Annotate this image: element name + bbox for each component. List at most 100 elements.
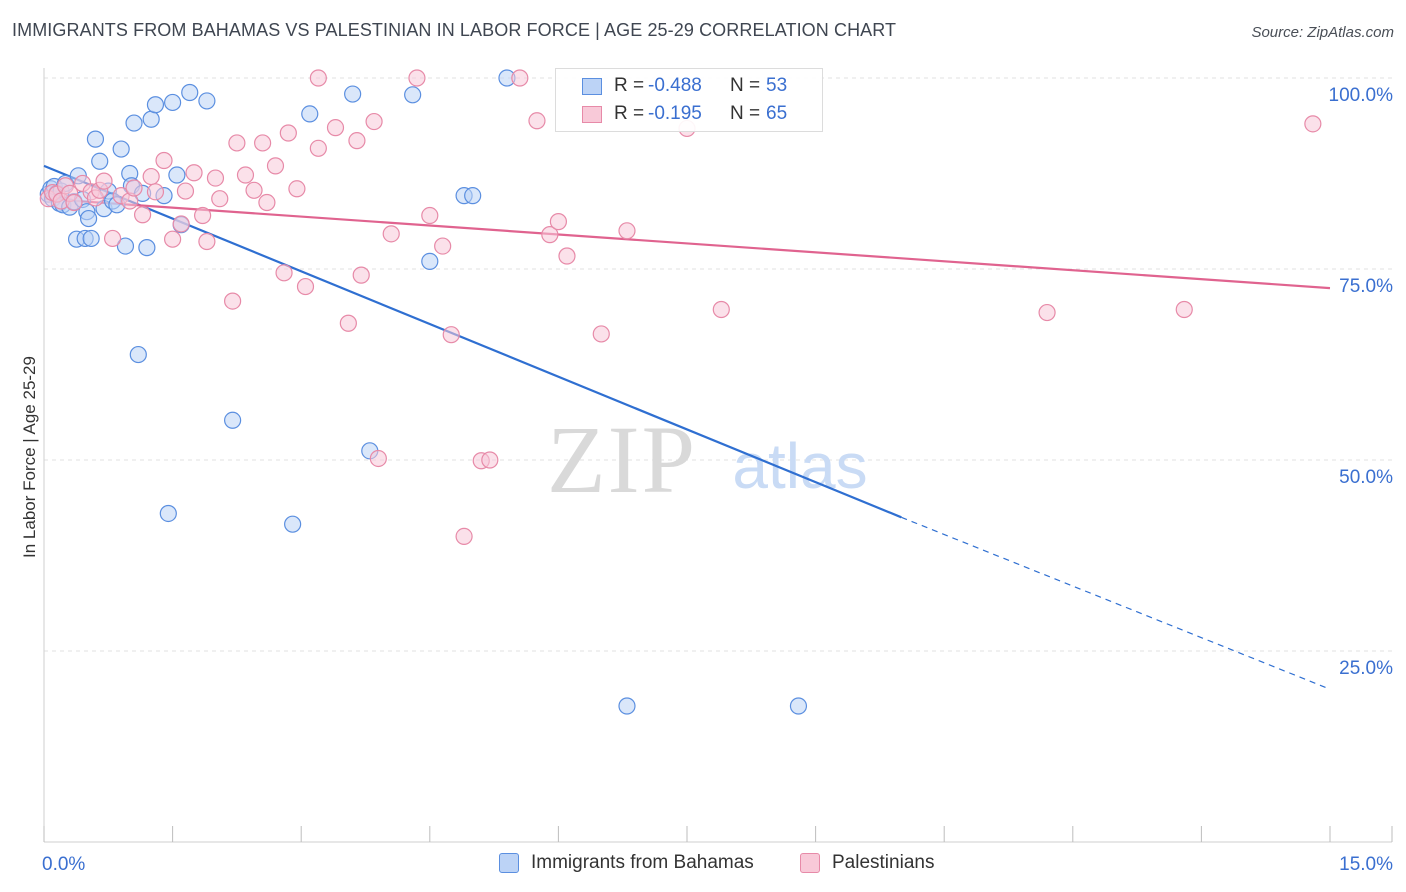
point-palestinians-37 bbox=[288, 180, 306, 198]
point-bahamas-48 bbox=[618, 697, 636, 715]
point-palestinians-34 bbox=[266, 157, 285, 175]
point-palestinians-42 bbox=[348, 132, 366, 150]
point-bahamas-18 bbox=[86, 130, 105, 148]
r-label: R = bbox=[614, 75, 645, 96]
grid-layer bbox=[44, 77, 1392, 652]
point-palestinians-19 bbox=[155, 151, 173, 170]
n-label: N = bbox=[730, 103, 761, 124]
point-palestinians-33 bbox=[258, 193, 276, 212]
point-palestinians-20 bbox=[164, 230, 182, 248]
point-palestinians-40 bbox=[326, 119, 345, 137]
legend-swatch-pink bbox=[582, 105, 602, 123]
chart-title: IMMIGRANTS FROM BAHAMAS VS PALESTINIAN I… bbox=[12, 20, 897, 40]
point-palestinians-39 bbox=[309, 139, 327, 157]
point-bahamas-28 bbox=[138, 239, 156, 257]
point-palestinians-32 bbox=[254, 134, 272, 152]
point-palestinians-64 bbox=[1175, 300, 1193, 319]
point-palestinians-41 bbox=[339, 314, 357, 332]
point-palestinians-35 bbox=[275, 264, 293, 282]
point-bahamas-29 bbox=[142, 110, 160, 128]
point-palestinians-31 bbox=[245, 181, 263, 199]
legend-label: Immigrants from Bahamas bbox=[531, 852, 754, 873]
legend-swatch-pink bbox=[800, 853, 820, 873]
point-palestinians-25 bbox=[198, 232, 216, 251]
point-palestinians-54 bbox=[511, 69, 529, 87]
point-palestinians-15 bbox=[125, 179, 143, 197]
trend-line-palestinians bbox=[43, 197, 1331, 290]
point-palestinians-21 bbox=[172, 215, 190, 233]
point-palestinians-53 bbox=[481, 451, 499, 469]
point-palestinians-59 bbox=[592, 325, 610, 343]
watermark: ZIP atlas bbox=[547, 406, 868, 513]
point-palestinians-22 bbox=[176, 182, 195, 200]
source-credit: Source: ZipAtlas.com bbox=[1251, 24, 1394, 41]
point-bahamas-17 bbox=[82, 229, 100, 248]
point-palestinians-48 bbox=[421, 206, 439, 225]
point-palestinians-44 bbox=[365, 112, 383, 131]
n-label: N = bbox=[730, 75, 761, 96]
point-palestinians-36 bbox=[279, 124, 297, 142]
point-palestinians-65 bbox=[1304, 115, 1322, 133]
point-bahamas-16 bbox=[79, 209, 98, 228]
point-bahamas-24 bbox=[116, 237, 135, 255]
legend-item-palestinians[interactable]: Palestinians bbox=[800, 852, 934, 874]
legend-swatch-blue bbox=[499, 853, 519, 873]
n-value: 53 bbox=[766, 75, 788, 96]
point-palestinians-57 bbox=[549, 213, 568, 231]
legend-swatch-blue bbox=[582, 77, 602, 95]
point-bahamas-23 bbox=[112, 140, 130, 158]
point-palestinians-47 bbox=[408, 69, 426, 87]
point-palestinians-55 bbox=[528, 112, 546, 130]
point-bahamas-19 bbox=[91, 152, 109, 170]
y-tick-label-1: 75.0% bbox=[1339, 276, 1393, 297]
r-label: R = bbox=[614, 103, 645, 124]
point-palestinians-51 bbox=[455, 527, 473, 546]
r-value: -0.195 bbox=[648, 103, 702, 124]
x-tick-label-1: 15.0% bbox=[1339, 854, 1393, 875]
point-bahamas-36 bbox=[181, 83, 199, 102]
trend-line-bahamas bbox=[43, 164, 902, 519]
point-bahamas-43 bbox=[404, 86, 422, 104]
legend-label: Palestinians bbox=[832, 852, 935, 873]
point-palestinians-30 bbox=[236, 166, 255, 184]
point-palestinians-60 bbox=[618, 222, 636, 240]
trend-line-bahamas-extension bbox=[901, 516, 1331, 690]
point-bahamas-32 bbox=[159, 504, 177, 523]
point-palestinians-66 bbox=[309, 69, 327, 87]
data-points bbox=[39, 69, 1322, 715]
point-palestinians-43 bbox=[352, 266, 370, 284]
point-palestinians-27 bbox=[211, 190, 229, 208]
point-palestinians-26 bbox=[206, 169, 225, 187]
watermark-zip: ZIP bbox=[547, 406, 697, 513]
point-bahamas-33 bbox=[164, 93, 182, 112]
point-palestinians-62 bbox=[712, 300, 730, 319]
point-bahamas-30 bbox=[146, 96, 165, 114]
y-tick-label-0: 100.0% bbox=[1329, 85, 1394, 106]
n-value: 65 bbox=[766, 103, 788, 124]
point-palestinians-46 bbox=[382, 225, 400, 243]
point-palestinians-45 bbox=[369, 449, 387, 468]
point-bahamas-27 bbox=[129, 345, 147, 364]
point-palestinians-38 bbox=[296, 277, 315, 296]
point-bahamas-39 bbox=[284, 515, 302, 533]
y-tick-label-2: 50.0% bbox=[1339, 467, 1393, 488]
point-palestinians-12 bbox=[103, 229, 122, 248]
point-palestinians-56 bbox=[541, 226, 559, 244]
series-legend: Immigrants from Bahamas Palestinians bbox=[0, 852, 1406, 878]
stats-legend: R = -0.488 N = 53 R = -0.195 N = 65 bbox=[555, 68, 823, 132]
point-bahamas-38 bbox=[224, 411, 242, 429]
point-palestinians-28 bbox=[224, 292, 242, 310]
y-tick-label-3: 25.0% bbox=[1339, 658, 1393, 679]
point-bahamas-34 bbox=[168, 166, 186, 184]
point-palestinians-63 bbox=[1038, 303, 1056, 322]
legend-item-bahamas[interactable]: Immigrants from Bahamas bbox=[499, 852, 754, 874]
point-bahamas-40 bbox=[301, 105, 319, 123]
point-palestinians-18 bbox=[146, 183, 165, 201]
point-palestinians-50 bbox=[442, 326, 460, 344]
watermark-atlas: atlas bbox=[732, 430, 867, 502]
point-palestinians-17 bbox=[142, 167, 160, 186]
point-palestinians-49 bbox=[434, 237, 452, 255]
stats-legend-row-palestinians: R = -0.195 N = 65 bbox=[582, 102, 787, 126]
